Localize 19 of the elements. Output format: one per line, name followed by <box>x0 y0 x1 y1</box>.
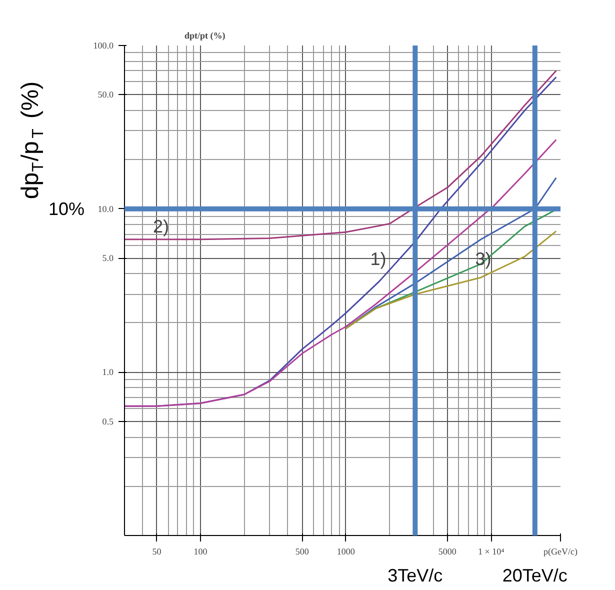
y-tick-label: 10.0 <box>98 204 114 214</box>
ref-line-label: 20TeV/c <box>502 566 568 586</box>
ref-line-label: 10% <box>48 198 85 219</box>
ref-line-label: 3TeV/c <box>388 566 443 586</box>
y-tick-label: 0.5 <box>102 416 114 426</box>
x-tick-label: 1 × 10⁴ <box>478 546 504 556</box>
x-tick-label: 1000 <box>336 546 356 556</box>
x-axis-title: p(GeV/c) <box>544 546 578 556</box>
y-tick-label: 50.0 <box>98 90 114 100</box>
x-tick-label: 100 <box>194 546 208 556</box>
x-tick-label: 50 <box>152 546 162 556</box>
y-tick-label: 1.0 <box>102 367 114 378</box>
y-tick-label: 5.0 <box>102 253 114 263</box>
annotation: 2) <box>153 216 170 236</box>
x-tick-label: 500 <box>295 546 310 556</box>
y-tick-label: 100.0 <box>93 40 114 50</box>
x-tick-label: 5000 <box>438 546 457 556</box>
y-axis-title: dpT/pT (%) <box>17 81 47 200</box>
text: dpt/pt (%) <box>184 30 226 40</box>
